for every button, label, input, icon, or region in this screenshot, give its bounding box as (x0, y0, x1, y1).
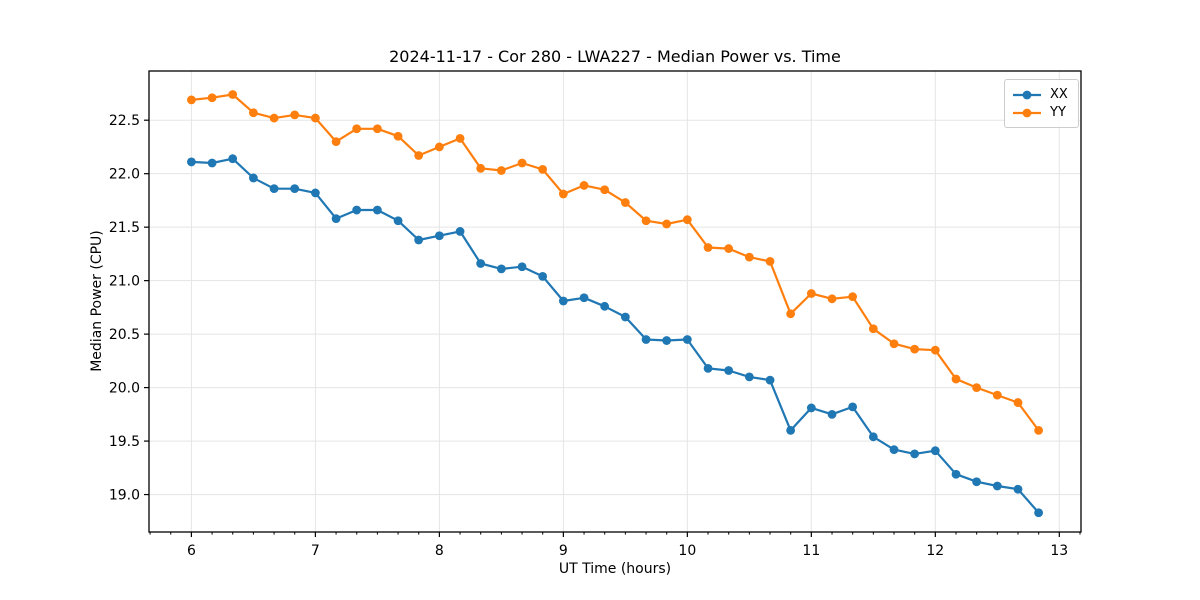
x-axis-label: UT Time (hours) (558, 561, 672, 577)
svg-text:9: 9 (559, 543, 568, 559)
legend-item-yy: YY (1012, 104, 1068, 121)
x-axis-ticks: 6 7 8 9 10 11 12 13 (187, 532, 1068, 559)
series-xx-line (187, 154, 1043, 518)
x-axis-minor-ticks (149, 532, 1081, 535)
grid-lines (149, 71, 1081, 532)
svg-text:21.0: 21.0 (109, 273, 140, 289)
series-yy-line (187, 90, 1043, 435)
svg-text:13: 13 (1050, 543, 1068, 559)
svg-text:11: 11 (802, 543, 820, 559)
legend-item-xx: XX (1012, 86, 1068, 103)
svg-text:6: 6 (187, 543, 196, 559)
svg-text:20.0: 20.0 (109, 380, 140, 396)
y-axis-label: Median Power (CPU) (89, 230, 105, 372)
svg-text:10: 10 (678, 543, 696, 559)
svg-text:22.5: 22.5 (109, 113, 140, 129)
legend-label-yy: YY (1050, 105, 1066, 120)
svg-text:22.0: 22.0 (109, 166, 140, 182)
svg-text:7: 7 (311, 543, 320, 559)
legend-line-xx-icon (1013, 90, 1041, 99)
legend-label-xx: XX (1050, 87, 1068, 102)
svg-text:19.5: 19.5 (109, 434, 140, 450)
axes-spines (148, 70, 1082, 533)
svg-text:20.5: 20.5 (109, 327, 140, 343)
svg-text:8: 8 (435, 543, 444, 559)
svg-text:19.0: 19.0 (109, 487, 140, 503)
svg-text:12: 12 (926, 543, 944, 559)
legend-line-yy-icon (1013, 108, 1041, 117)
svg-text:21.5: 21.5 (109, 220, 140, 236)
chart-title: 2024-11-17 - Cor 280 - LWA227 - Median P… (389, 47, 841, 66)
legend: XX YY (1004, 79, 1079, 128)
y-axis-ticks: 19.0 19.5 20.0 20.5 21.0 21.5 22.0 22.5 (109, 113, 149, 503)
